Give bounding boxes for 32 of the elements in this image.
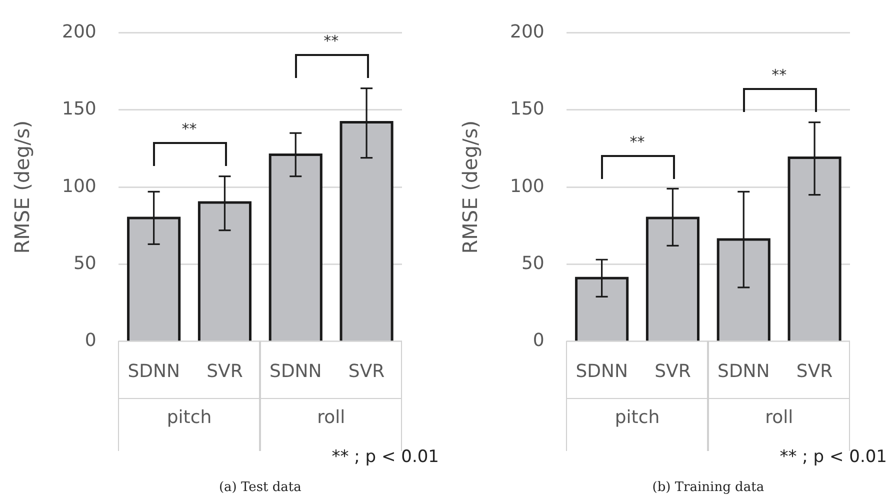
text: (b) Training data: [652, 480, 764, 495]
x-tick-label: SDNN: [270, 360, 322, 382]
x-tick-label: SDNN: [718, 360, 770, 382]
y-tick-label: 50: [73, 252, 96, 274]
x-tick-label: SVR: [796, 360, 833, 382]
x-tick-label: SDNN: [576, 360, 628, 382]
text: (a) Test data: [218, 480, 302, 495]
text: pitch: [614, 407, 660, 428]
annotation: **: [772, 66, 787, 84]
annotation: **: [324, 32, 339, 50]
text: ** ; p < 0.01: [780, 447, 887, 467]
x-tick-label: SDNN: [128, 360, 180, 382]
x-tick-label: SVR: [348, 360, 385, 382]
y-tick-label: 150: [510, 98, 544, 120]
text: ** ; p < 0.01: [332, 447, 439, 467]
text: roll: [317, 407, 346, 428]
y-tick-label: 200: [62, 21, 96, 42]
y-tick-label: 0: [532, 330, 544, 352]
y-tick-label: 100: [510, 176, 544, 197]
y-tick-label: 0: [84, 330, 96, 352]
y-tick-label: 150: [62, 98, 96, 120]
annotation: **: [182, 120, 197, 138]
y-tick-label: 50: [521, 252, 544, 274]
text: roll: [765, 407, 794, 428]
text: pitch: [166, 407, 212, 428]
x-tick-label: SVR: [654, 360, 691, 382]
y-tick-label: 100: [62, 176, 96, 197]
annotation: **: [630, 132, 645, 151]
y-tick-label: 200: [510, 21, 544, 42]
y-axis-title: RMSE (deg/s): [458, 120, 482, 254]
y-axis-title: RMSE (deg/s): [10, 120, 34, 254]
x-tick-label: SVR: [206, 360, 243, 382]
